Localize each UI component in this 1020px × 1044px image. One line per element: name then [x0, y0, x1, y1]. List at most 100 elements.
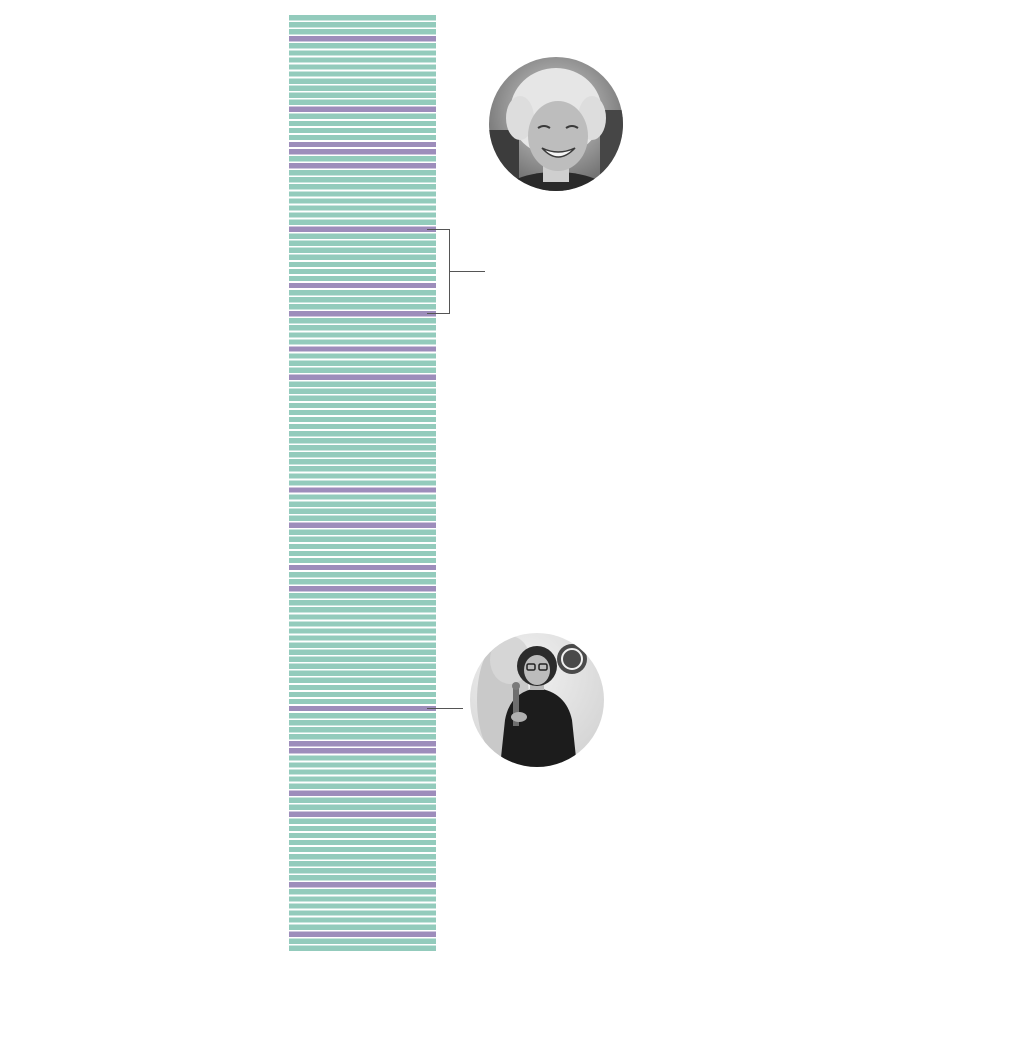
stripe [289, 170, 436, 176]
stripe [289, 734, 436, 740]
stripe [289, 635, 436, 641]
stripe [289, 818, 436, 824]
stripe [289, 579, 436, 585]
stripe [289, 762, 436, 768]
stripe [289, 402, 436, 409]
stripe [289, 769, 436, 775]
stripe [289, 917, 436, 923]
highlighted-stripe [289, 748, 436, 754]
stripe [289, 289, 436, 296]
stripe [289, 543, 436, 550]
stripe [289, 896, 436, 902]
stripe-group [289, 15, 436, 951]
stripe [289, 945, 436, 951]
stripe [289, 57, 436, 63]
stripe [289, 64, 436, 70]
stripe [289, 839, 436, 846]
stripe [289, 219, 436, 225]
highlighted-stripe [289, 226, 436, 232]
stripe [289, 494, 436, 500]
stripe [289, 649, 436, 655]
stripe [289, 832, 436, 839]
stripe [289, 409, 436, 416]
stripe [289, 889, 436, 895]
stripe [289, 684, 436, 691]
stripe [289, 677, 436, 683]
stripe [289, 156, 436, 162]
stripe [289, 297, 436, 303]
highlighted-stripe [289, 705, 436, 712]
smiling-woman-short-blonde-hair-portrait [489, 57, 623, 191]
stripe [289, 423, 436, 430]
stripe [289, 22, 436, 28]
stripe [289, 825, 436, 832]
stripe [289, 198, 436, 204]
highlighted-stripe [289, 346, 436, 352]
stripe [289, 755, 436, 761]
stripe [289, 212, 436, 218]
stripe [289, 727, 436, 733]
stripe [289, 846, 436, 853]
stripe [289, 99, 436, 105]
award-statuette-icon [513, 688, 519, 726]
stripe [289, 776, 436, 782]
stripe [289, 600, 436, 606]
stripe [289, 29, 436, 35]
highlighted-stripe [289, 311, 436, 317]
stripe [289, 536, 436, 542]
stripe [289, 783, 436, 789]
stripe [289, 416, 436, 423]
stripe [289, 621, 436, 627]
highlighted-stripe [289, 586, 436, 592]
stripe [289, 325, 436, 331]
stripe [289, 797, 436, 803]
stripe [289, 134, 436, 141]
stripe [289, 388, 436, 394]
stripe [289, 92, 436, 98]
stripe [289, 275, 436, 282]
stripe [289, 367, 436, 373]
stripe [289, 529, 436, 535]
stripe [289, 466, 436, 472]
stripe [289, 571, 436, 578]
highlighted-stripe [289, 148, 436, 155]
stripe [289, 910, 436, 916]
highlighted-stripe [289, 790, 436, 796]
stripe [289, 332, 436, 338]
stripe [289, 593, 436, 599]
highlighted-stripe [289, 741, 436, 747]
stripe [289, 938, 436, 944]
highlighted-stripe [289, 141, 436, 148]
stripe [289, 304, 436, 310]
stripe [289, 177, 436, 183]
stripe [289, 438, 436, 444]
stripe [289, 445, 436, 451]
stripe [289, 71, 436, 77]
highlighted-stripe [289, 931, 436, 937]
stripe [289, 473, 436, 479]
highlighted-stripe [289, 811, 436, 817]
highlighted-stripe [289, 282, 436, 289]
stripe [289, 628, 436, 634]
stripe [289, 120, 436, 127]
stripe [289, 712, 436, 719]
stripe [289, 254, 436, 260]
highlighted-stripe [289, 374, 436, 380]
stripe [289, 607, 436, 613]
stripe [289, 501, 436, 507]
stripe [289, 339, 436, 345]
highlighted-stripe [289, 487, 436, 493]
stripe [289, 395, 436, 401]
stripe [289, 191, 436, 197]
stripe [289, 318, 436, 324]
stripe [289, 184, 436, 190]
stripe [289, 15, 436, 21]
stripe [289, 804, 436, 810]
stripe [289, 205, 436, 211]
stripe [289, 550, 436, 557]
stripe [289, 663, 436, 669]
stripe [289, 50, 436, 56]
bracket-annotation [427, 229, 485, 314]
stripe [289, 670, 436, 676]
